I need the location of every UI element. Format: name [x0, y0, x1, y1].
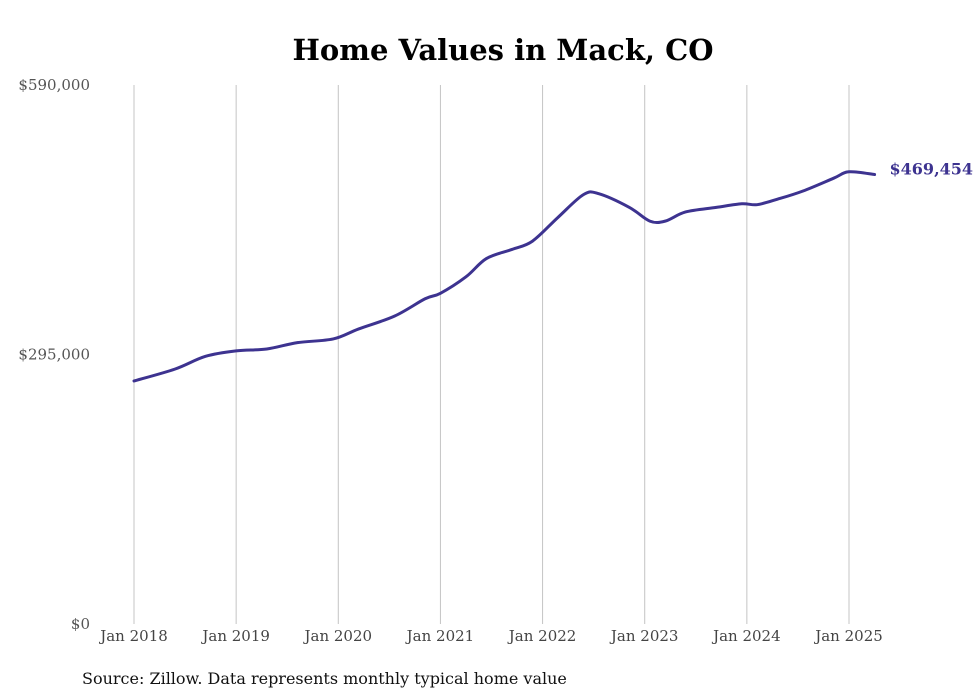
- x-tick-label: Jan 2023: [609, 627, 679, 645]
- data-point: [485, 257, 488, 260]
- end-value-label: $469,454: [890, 160, 974, 179]
- x-tick-label: Jan 2022: [507, 627, 577, 645]
- data-point: [684, 210, 687, 214]
- data-point: [132, 379, 136, 383]
- data-point: [832, 176, 835, 180]
- data-point: [331, 337, 335, 341]
- x-tick-label: Jan 2025: [813, 627, 883, 645]
- data-point: [873, 173, 876, 176]
- data-point: [357, 327, 360, 331]
- x-tick-label: Jan 2019: [200, 627, 270, 645]
- y-tick-label: $590,000: [18, 76, 90, 94]
- data-point: [628, 206, 631, 209]
- x-tick-label: Jan 2020: [303, 627, 373, 645]
- series-line-0: [132, 170, 877, 383]
- data-point: [510, 248, 514, 251]
- data-point: [755, 203, 759, 206]
- data-point: [393, 314, 396, 318]
- x-axis-labels: Jan 2018 Jan 2019 Jan 2020 Jan 2021 Jan 2022…: [98, 627, 883, 645]
- data-point: [801, 189, 805, 193]
- x-tick-label: Jan 2024: [711, 627, 781, 645]
- series-layer: $469,454: [132, 160, 974, 383]
- data-point: [173, 367, 177, 371]
- data-point: [439, 292, 442, 295]
- x-tick-label: Jan 2018: [98, 627, 168, 645]
- y-axis-labels: $0 $295,000 $590,000: [18, 76, 90, 633]
- data-point: [648, 219, 652, 223]
- y-tick-label: $0: [71, 615, 90, 633]
- gridlines: [133, 85, 850, 624]
- x-tick-label: Jan 2021: [405, 627, 475, 645]
- data-point: [663, 219, 667, 223]
- data-point: [423, 297, 427, 300]
- data-point: [204, 355, 207, 358]
- data-point: [296, 341, 299, 344]
- y-tick-label: $295,000: [18, 346, 90, 364]
- data-point: [531, 240, 534, 243]
- data-point: [740, 202, 743, 205]
- data-point: [715, 206, 718, 209]
- chart-title: Home Values in Mack, CO: [293, 33, 714, 67]
- data-point: [556, 216, 560, 219]
- data-point: [847, 170, 851, 173]
- data-point: [464, 275, 468, 279]
- data-point: [265, 347, 268, 351]
- data-point: [234, 349, 238, 353]
- data-point: [776, 197, 779, 201]
- data-point: [582, 193, 585, 196]
- data-point: [597, 192, 600, 195]
- source-note: Source: Zillow. Data represents monthly …: [82, 669, 567, 688]
